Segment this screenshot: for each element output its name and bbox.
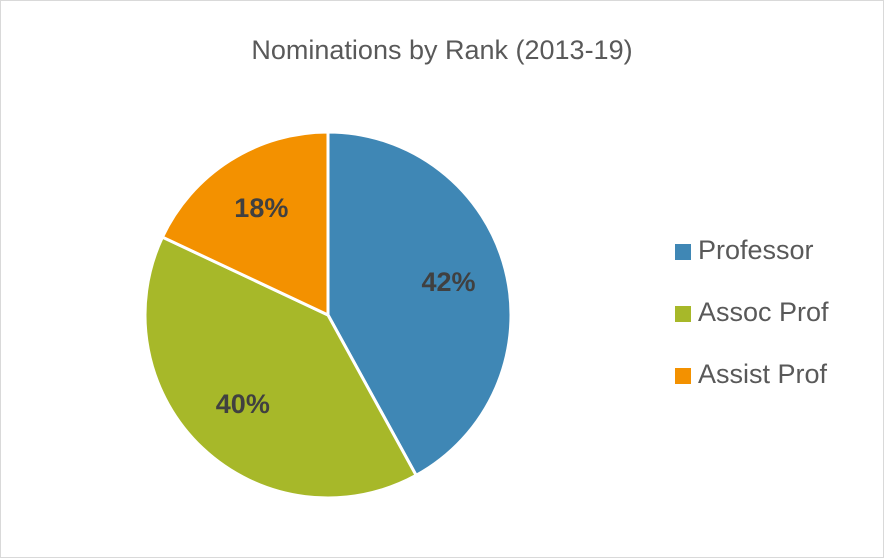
legend-swatch [675,306,691,322]
chart-title: Nominations by Rank (2013-19) [251,35,632,65]
legend-label: Professor [698,235,814,265]
pie-slice [143,235,419,500]
pie-slice [326,130,513,478]
data-label: 40% [216,389,270,419]
data-label: 18% [234,193,288,223]
pie-slice [160,130,330,318]
legend-label: Assist Prof [698,359,828,389]
data-label: 42% [422,267,476,297]
legend-label: Assoc Prof [698,297,829,327]
legend-swatch [675,368,691,384]
legend-swatch [675,244,691,260]
